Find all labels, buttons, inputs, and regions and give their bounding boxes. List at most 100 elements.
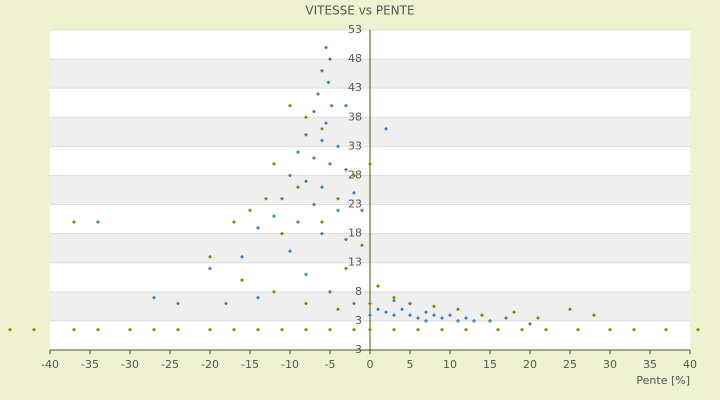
point [72, 220, 76, 224]
point [352, 301, 356, 306]
point [368, 313, 372, 318]
y-tick-label: 3 [355, 343, 362, 356]
chart-title: VITESSE vs PENTE [305, 4, 414, 18]
point [416, 327, 420, 332]
point [304, 301, 308, 306]
x-axis-title: Pente [%] [636, 374, 690, 387]
x-tick-label: -40 [41, 358, 59, 371]
point [280, 231, 284, 236]
point [592, 313, 596, 318]
point [248, 208, 252, 213]
point [520, 327, 524, 332]
x-tick-label: -25 [161, 358, 179, 371]
point [480, 313, 484, 318]
point [376, 307, 380, 312]
point [328, 289, 332, 294]
point [324, 45, 328, 50]
point [696, 327, 700, 332]
point [329, 103, 334, 108]
point [264, 196, 268, 201]
y-tick-label: 48 [348, 52, 362, 65]
point [392, 298, 396, 303]
x-tick-label: -30 [121, 358, 139, 371]
y-tick-label: 53 [348, 23, 362, 36]
point [96, 327, 100, 332]
point [664, 327, 668, 332]
point [632, 327, 636, 332]
point [312, 156, 316, 160]
point [232, 220, 236, 224]
point [384, 310, 388, 315]
x-tick-label: -35 [81, 358, 99, 371]
x-tick-label: -15 [241, 358, 259, 371]
point [456, 318, 460, 323]
x-tick-label: 30 [603, 358, 617, 371]
point [304, 132, 308, 137]
point [320, 231, 324, 236]
point [336, 144, 340, 149]
x-tick-label: 35 [643, 358, 657, 371]
point [304, 272, 308, 277]
point [328, 161, 332, 166]
y-tick-label: 13 [348, 256, 362, 269]
point [320, 220, 324, 224]
point [360, 208, 364, 213]
point [316, 92, 320, 96]
point [416, 316, 420, 320]
point [240, 278, 244, 283]
point [440, 316, 444, 320]
x-tick-label: 15 [483, 358, 497, 371]
point [464, 316, 468, 320]
point [408, 313, 412, 318]
point [256, 295, 260, 300]
point [272, 161, 276, 166]
point [528, 321, 532, 326]
x-tick-label: 20 [523, 358, 537, 371]
point [448, 313, 452, 318]
point [224, 301, 228, 306]
y-tick-label: 38 [348, 110, 362, 123]
point [208, 266, 212, 271]
point [504, 316, 508, 320]
x-tick-label: 25 [563, 358, 577, 371]
point [432, 304, 436, 309]
point [352, 190, 356, 195]
point [344, 237, 348, 242]
point [296, 185, 300, 190]
point [304, 179, 308, 184]
point [440, 327, 444, 332]
point [312, 202, 316, 207]
y-tick-label: 33 [348, 139, 362, 152]
point [326, 80, 331, 85]
point [344, 103, 348, 108]
x-tick-label: -5 [325, 358, 336, 371]
point [296, 220, 300, 224]
point [288, 173, 292, 178]
x-tick-label: -10 [281, 358, 299, 371]
point [352, 327, 356, 332]
point [608, 327, 612, 332]
point [392, 295, 396, 300]
y-tick-label: 23 [348, 198, 362, 211]
point [344, 167, 348, 172]
point [512, 310, 516, 315]
point [272, 289, 276, 294]
point [432, 313, 436, 318]
point [256, 225, 260, 230]
point [176, 301, 180, 306]
point [96, 220, 100, 224]
point [336, 208, 340, 213]
point [208, 254, 212, 259]
point [392, 327, 396, 332]
point [496, 327, 500, 332]
point [176, 327, 180, 332]
point [256, 327, 260, 332]
point [352, 173, 356, 178]
point [544, 327, 548, 332]
point [324, 121, 328, 126]
point [536, 316, 540, 320]
point [32, 327, 36, 332]
point [472, 318, 476, 323]
point [272, 214, 276, 219]
point [368, 161, 372, 166]
